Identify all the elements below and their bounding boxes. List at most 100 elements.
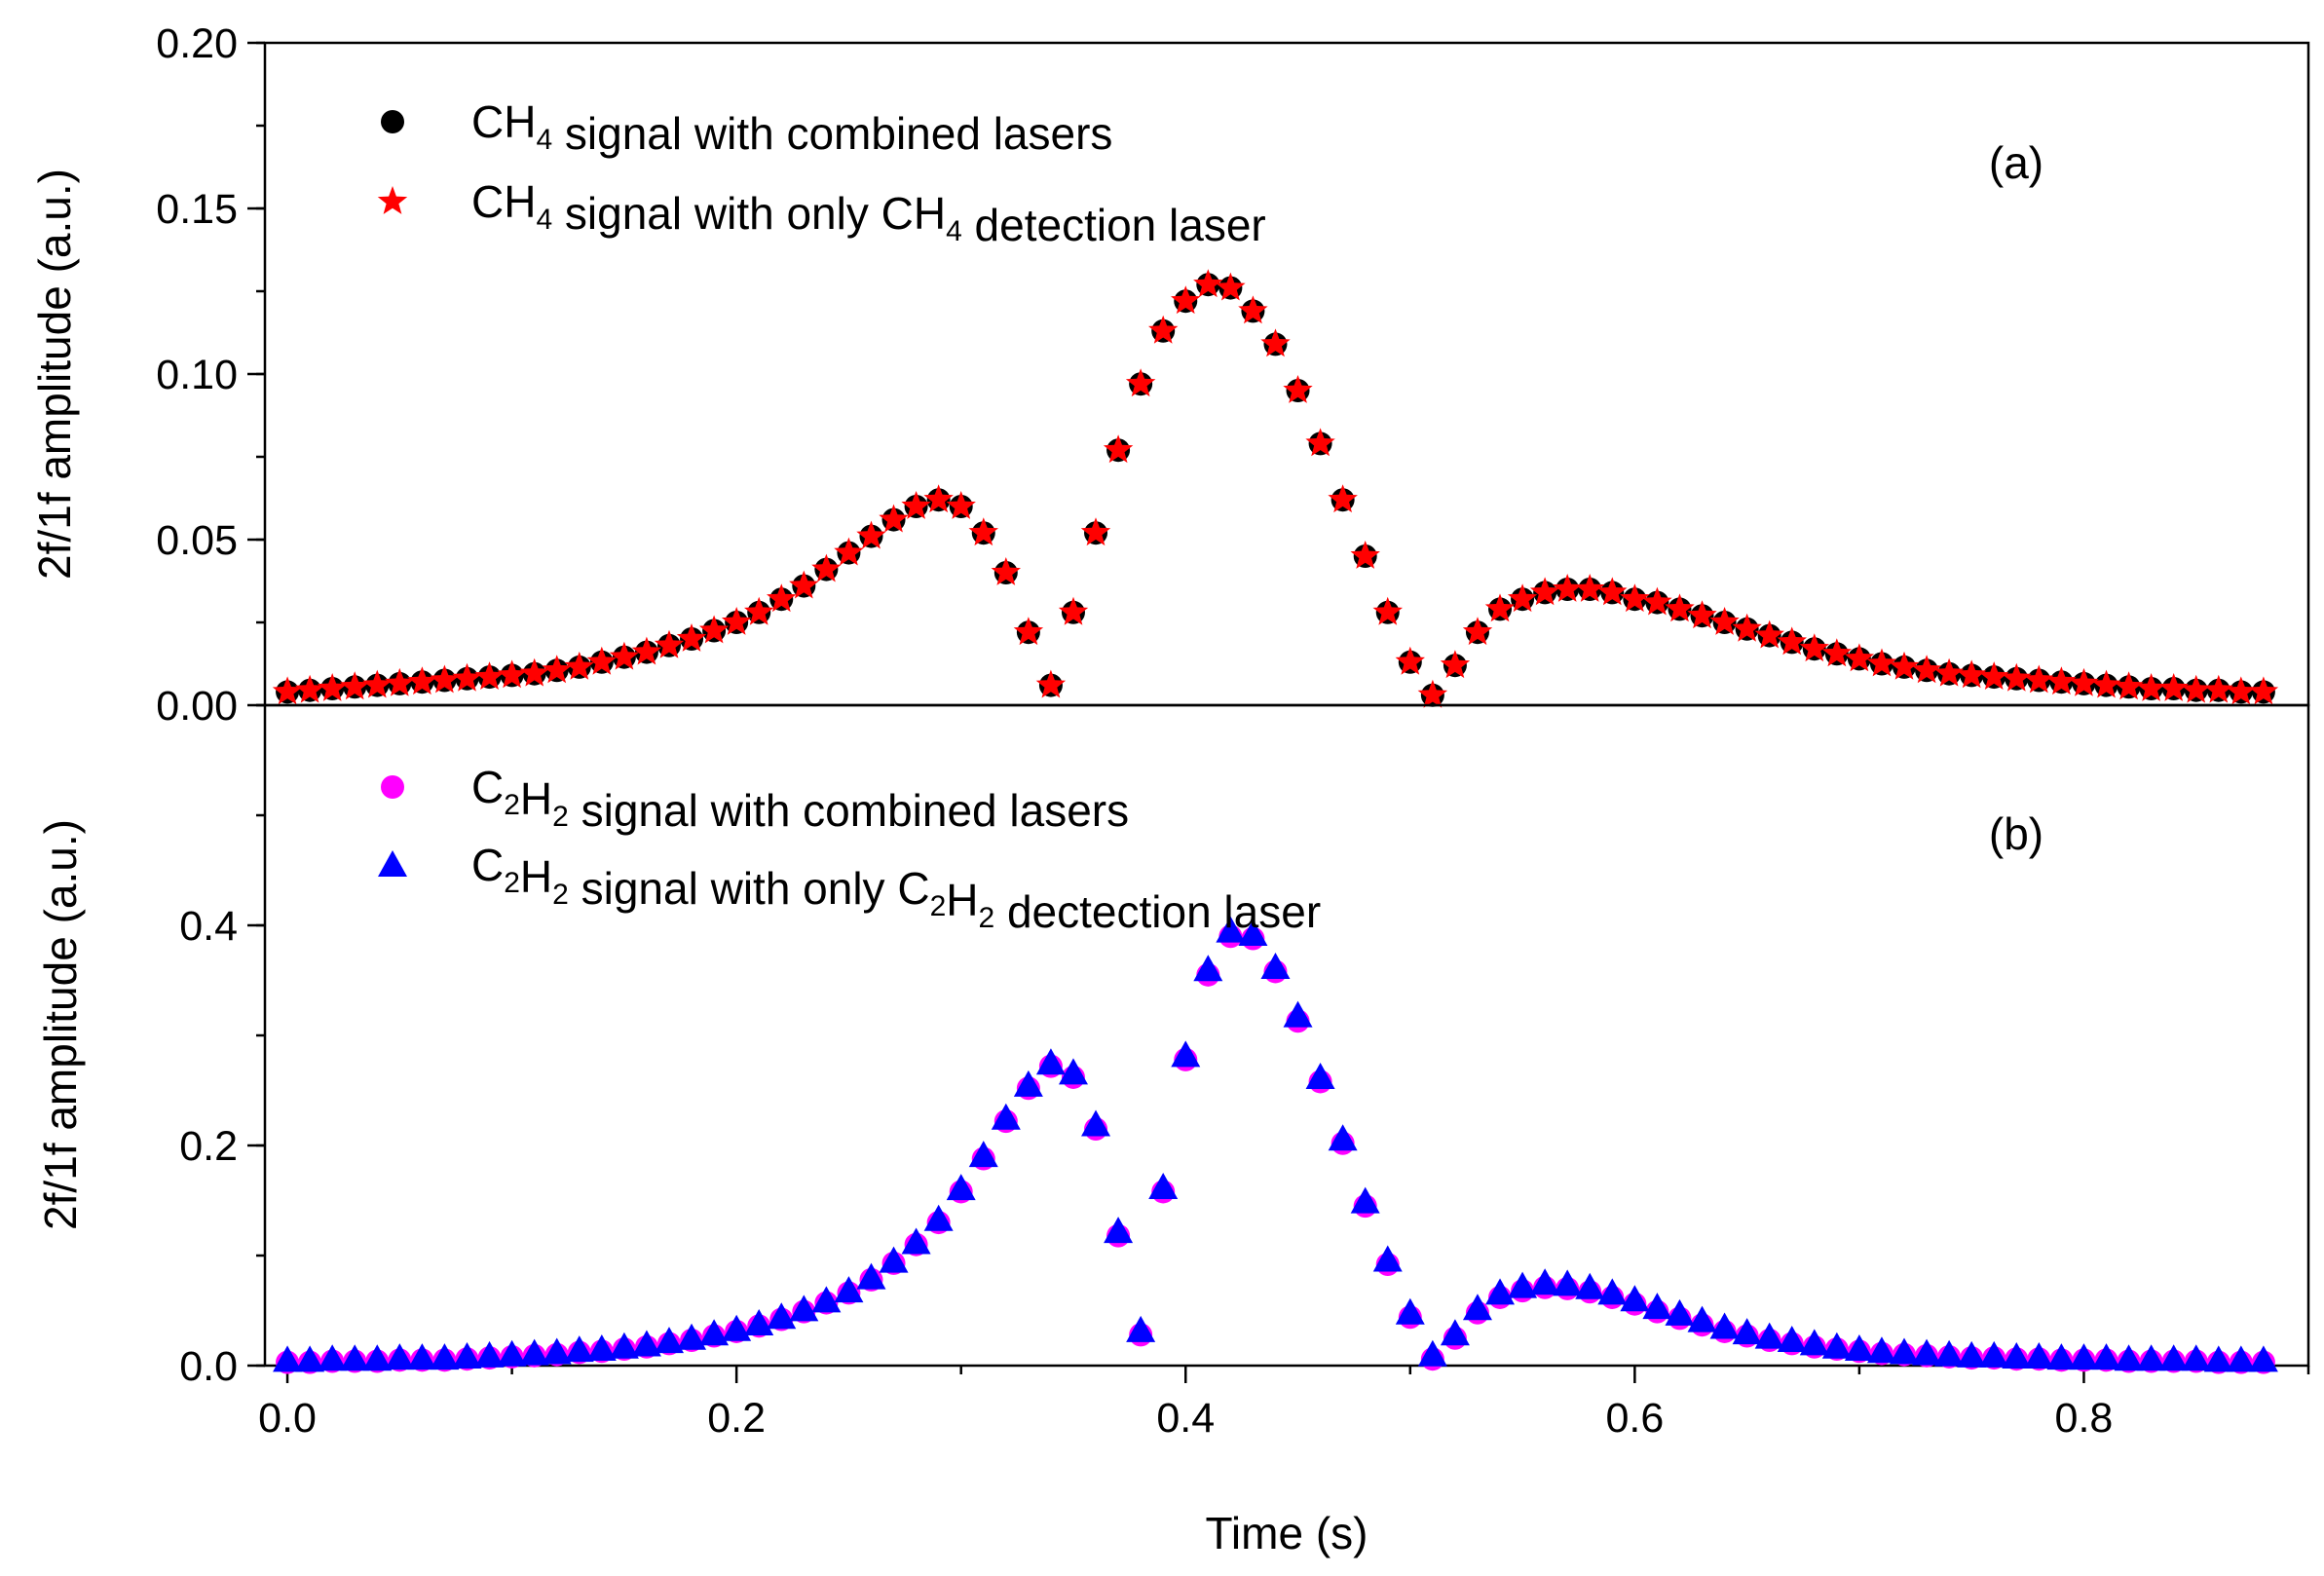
panel-b-data-point	[1575, 1272, 1605, 1299]
panel-b-data-point	[1238, 919, 1268, 947]
panel-b-series-1	[276, 924, 2275, 1374]
panel-b-data-point	[340, 1344, 370, 1371]
panel-a-data-point	[1687, 600, 1717, 629]
panel-a-data-point	[1575, 574, 1605, 602]
panel-b-data-point	[362, 1344, 393, 1371]
legend-text-part: signal with only CH	[552, 188, 946, 239]
panel-b-data-point	[1417, 1339, 1447, 1367]
panel-b-data-point	[1462, 1294, 1492, 1321]
panel-a-data-point	[564, 651, 594, 680]
panel-a-data-point	[294, 674, 325, 703]
panel-b-data-point	[1104, 1217, 1134, 1244]
panel-a-data-point	[1417, 679, 1448, 708]
panel-b-data-point	[2136, 1344, 2166, 1371]
panel-b-data-point	[1799, 1329, 1829, 1356]
panel-a-data-point	[1035, 669, 1067, 698]
panel-b-data-point	[2203, 1345, 2233, 1372]
panel-b-data-point	[1328, 1124, 1358, 1151]
panel-b-data-point	[677, 1323, 707, 1350]
panel-b-data-point	[1148, 1172, 1179, 1199]
panel-a-data-point	[1283, 375, 1313, 403]
panel-a-data-point	[497, 659, 527, 689]
panel-a-data-point	[1754, 619, 1784, 649]
legend-text-part: CH	[471, 176, 536, 227]
panel-a-ytick-label: 0.05	[156, 517, 238, 564]
panel-b-data-point	[2002, 1341, 2032, 1369]
panel-a-data-point	[2114, 671, 2144, 700]
panel-a-legend-marker	[377, 186, 408, 214]
panel-a-data-point	[340, 671, 370, 700]
panel-b-data-point	[991, 1103, 1021, 1130]
panel-a-data-point	[1013, 617, 1044, 646]
panel-b-data-point	[631, 1330, 661, 1357]
panel-b-data-point	[1553, 1269, 1583, 1296]
panel-a-ytick-label: 0.20	[156, 20, 238, 67]
panel-a-data-point	[1821, 638, 1853, 667]
panel-b-data-point	[1979, 1340, 2009, 1368]
panel-b-series-2	[273, 916, 2278, 1372]
panel-a-ylabel: 2f/1f amplitude (a.u.)	[29, 169, 80, 580]
panel-a-data-point	[1395, 646, 1425, 675]
panel-b-data-point	[1372, 1245, 1403, 1272]
panel-b-data-point	[2069, 1343, 2099, 1370]
legend-text-part: signal with combined lasers	[552, 108, 1112, 159]
panel-a-data-point	[1799, 633, 1829, 662]
panel-a-tag: (a)	[1989, 137, 2043, 188]
panel-a-data-point	[721, 607, 752, 635]
panel-a-data-point	[767, 583, 797, 613]
legend-subscript: 4	[946, 215, 962, 247]
panel-a-data-point	[586, 646, 617, 675]
panel-a-data-point	[1889, 651, 1920, 680]
xtick-label: 0.2	[707, 1395, 766, 1442]
panel-a-data-point	[1732, 613, 1762, 642]
panel-a-data-point	[811, 553, 842, 582]
panel-b-data-point	[2181, 1344, 2211, 1371]
panel-b-data-point	[834, 1276, 864, 1303]
legend-text-part: signal with combined lasers	[569, 785, 1129, 836]
panel-a-data-point	[1553, 574, 1583, 602]
panel-a-data-point	[317, 673, 348, 701]
panel-b-data-point	[609, 1332, 639, 1359]
legend-text-part: C	[471, 762, 504, 812]
panel-a-data-point	[923, 484, 954, 513]
panel-b-data-point	[2114, 1344, 2144, 1371]
panel-a-data-point	[1597, 577, 1628, 606]
panel-a-data-point	[1305, 428, 1335, 457]
panel-a-data-point	[2226, 676, 2257, 705]
panel-a: 0.00 0.05 0.10 0.15 0.20 (a) 2f/1f amplitude…	[29, 20, 2310, 730]
panel-a-data-point	[2181, 674, 2211, 703]
legend-text-part: H	[946, 875, 978, 925]
panel-b-data-point	[295, 1345, 325, 1372]
panel-a-data-point	[519, 657, 549, 687]
panel-b-data-point	[1216, 916, 1246, 943]
panel-a-data-point	[362, 669, 393, 698]
xtick-label: 0.0	[258, 1395, 317, 1442]
panel-b-data-point	[1912, 1338, 1942, 1366]
panel-b-data-point	[879, 1246, 909, 1273]
panel-a-data-point	[542, 655, 572, 684]
panel-a-legend-label: CH4 signal with combined lasers	[471, 96, 1112, 159]
legend-subscript: 2	[504, 867, 520, 899]
panel-a-data-point	[1058, 596, 1089, 625]
panel-b-data-point	[1530, 1268, 1560, 1295]
panel-a-data-point	[1372, 596, 1403, 625]
panel-b-ytick-label: 0.2	[179, 1123, 238, 1170]
panel-a-data-point	[698, 615, 730, 644]
panel-a-data-point	[430, 664, 460, 694]
panel-a-data-point	[1080, 517, 1111, 546]
panel-b-data-point	[1777, 1326, 1807, 1353]
panel-b-data-point	[1687, 1305, 1717, 1332]
panel-b-data-point	[1866, 1336, 1896, 1364]
panel-b-data-point	[1665, 1298, 1695, 1326]
panel-a-data-point	[1193, 269, 1223, 298]
panel-b-data-point	[2226, 1345, 2256, 1372]
panel-a-data-point	[991, 557, 1021, 585]
panel-b-data-point	[430, 1343, 460, 1370]
panel-b-data-point	[946, 1174, 976, 1201]
legend-subscript: 4	[536, 124, 552, 156]
panel-a-data-point	[2024, 664, 2054, 694]
panel-a-data-point	[1103, 434, 1134, 464]
panel-a-data-point	[1844, 643, 1875, 672]
